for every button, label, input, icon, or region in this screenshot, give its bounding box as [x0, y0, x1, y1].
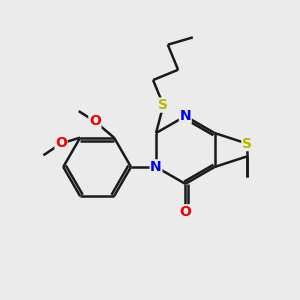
Text: N: N — [179, 109, 191, 123]
Text: S: S — [158, 98, 168, 112]
Text: S: S — [242, 136, 252, 151]
Text: O: O — [179, 205, 191, 219]
Text: O: O — [89, 114, 101, 128]
Text: N: N — [150, 160, 162, 174]
Text: O: O — [55, 136, 67, 151]
